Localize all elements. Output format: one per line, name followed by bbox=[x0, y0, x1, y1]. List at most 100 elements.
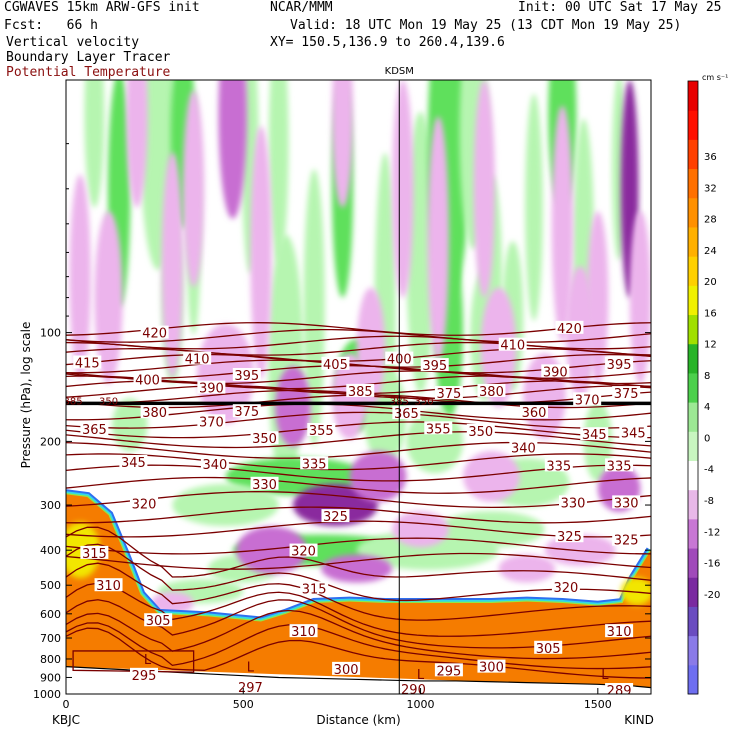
colorbar-tick-label: 24 bbox=[704, 246, 717, 257]
w-negative-cell bbox=[94, 211, 123, 384]
colorbar-tick-label: -4 bbox=[704, 465, 714, 476]
w-positive-cell bbox=[112, 398, 148, 452]
theta-label: 400 bbox=[135, 374, 160, 389]
header-field-tracer: Boundary Layer Tracer bbox=[6, 50, 171, 65]
endpoint-left-label: KBJC bbox=[52, 713, 80, 727]
theta-contour bbox=[66, 552, 651, 570]
theta-label-box bbox=[420, 358, 449, 372]
theta-label: 370 bbox=[575, 393, 600, 408]
header-field-theta: Potential Temperature bbox=[6, 65, 171, 80]
theta-label-box bbox=[250, 476, 279, 490]
theta-label: 340 bbox=[511, 442, 536, 457]
theta-label-box bbox=[605, 458, 634, 472]
x-tick-label: 500 bbox=[233, 698, 254, 711]
theta-contour bbox=[66, 335, 651, 350]
theta-label-box bbox=[307, 423, 336, 437]
theta-contour bbox=[66, 506, 651, 524]
colorbar-tick-label: 4 bbox=[704, 402, 710, 413]
theta-label: 370 bbox=[199, 415, 224, 430]
colorbar-swatch bbox=[688, 226, 698, 257]
theta-label: 360 bbox=[522, 406, 547, 421]
theta-label-box bbox=[200, 457, 229, 471]
y-tick-label: 1000 bbox=[33, 688, 61, 701]
theta-label-box bbox=[300, 456, 329, 470]
theta-label-box bbox=[612, 386, 641, 400]
colorbar-swatch bbox=[688, 518, 698, 549]
w-positive-cell bbox=[303, 169, 325, 446]
y-tick-label: 300 bbox=[40, 499, 61, 512]
header-field-w: Vertical velocity bbox=[6, 35, 140, 50]
tropopause-label: 350 bbox=[99, 396, 118, 407]
theta-label-box bbox=[289, 543, 318, 557]
theta-label: 297 bbox=[238, 681, 263, 696]
w-negative-cell bbox=[331, 80, 354, 208]
w-negative-cell bbox=[498, 554, 556, 583]
theta-label-box bbox=[119, 454, 148, 468]
theta-contour bbox=[66, 622, 651, 670]
theta-label: 365 bbox=[82, 423, 107, 438]
w-positive-cell bbox=[406, 111, 435, 394]
w-negative-cell bbox=[392, 80, 414, 298]
theta-label-box bbox=[332, 661, 361, 675]
pbl-tracer-max bbox=[620, 577, 651, 606]
theta-label: 315 bbox=[302, 582, 327, 597]
y-tick-label: 700 bbox=[40, 632, 61, 645]
theta-contour bbox=[66, 421, 651, 439]
theta-contour bbox=[66, 520, 651, 538]
theta-label-box bbox=[346, 383, 375, 397]
theta-contour bbox=[66, 370, 651, 385]
theta-label-box bbox=[144, 613, 173, 627]
low-center-label: L bbox=[247, 661, 255, 676]
theta-label-box bbox=[520, 405, 548, 419]
x-tick-label: 1500 bbox=[584, 698, 612, 711]
theta-label: 290 bbox=[401, 683, 426, 698]
theta-label: 350 bbox=[252, 432, 277, 447]
theta-label: 365 bbox=[394, 407, 419, 422]
theta-label: 300 bbox=[334, 663, 359, 678]
colorbar-tick-label: 36 bbox=[704, 152, 717, 163]
w-negative-cell bbox=[250, 126, 272, 379]
theta-contour bbox=[66, 328, 651, 343]
theta-label-box bbox=[289, 624, 318, 638]
theta-label: 289 bbox=[607, 684, 632, 699]
theta-label: 375 bbox=[436, 387, 461, 402]
theta-contour bbox=[66, 476, 651, 494]
theta-label: 305 bbox=[146, 614, 171, 629]
theta-label: 420 bbox=[557, 322, 582, 337]
colorbar-tick-label: 16 bbox=[704, 308, 717, 319]
w-negative-cell bbox=[473, 80, 496, 298]
tropopause-label: 350 bbox=[415, 396, 434, 407]
theta-contour bbox=[66, 491, 651, 509]
w-negative-cell bbox=[349, 451, 407, 502]
theta-label: 415 bbox=[75, 357, 100, 372]
y-tick-label: 500 bbox=[40, 579, 61, 592]
theta-label: 375 bbox=[614, 387, 639, 402]
colorbar-tick-label: -12 bbox=[704, 527, 720, 538]
terrain bbox=[66, 666, 651, 694]
w-negative-cell bbox=[218, 80, 247, 219]
y-tick-label: 100 bbox=[40, 327, 61, 340]
header-valid-time: Valid: 18 UTC Mon 19 May 25 (13 CDT Mon … bbox=[290, 18, 682, 33]
theta-contour bbox=[66, 526, 651, 581]
theta-label: 395 bbox=[234, 369, 259, 384]
colorbar-frame bbox=[687, 80, 699, 695]
w-negative-cell bbox=[69, 174, 91, 379]
theta-label-box bbox=[551, 579, 580, 593]
colorbar-swatch bbox=[688, 343, 698, 374]
theta-label: 340 bbox=[202, 458, 227, 473]
theta-label: 320 bbox=[291, 545, 316, 560]
theta-label-box bbox=[434, 386, 463, 400]
theta-label: 335 bbox=[607, 459, 632, 474]
colorbar-swatch bbox=[688, 489, 698, 520]
w-negative-cell bbox=[126, 80, 148, 208]
theta-label-box bbox=[80, 422, 109, 436]
theta-contour bbox=[66, 562, 651, 621]
colorbar-swatch bbox=[688, 197, 698, 228]
theta-label-box bbox=[197, 380, 226, 394]
colorbar-swatch bbox=[688, 460, 698, 491]
theta-label-box bbox=[541, 364, 570, 378]
theta-label-box bbox=[130, 496, 158, 510]
theta-label: 390 bbox=[543, 365, 568, 380]
colorbar-swatch bbox=[688, 139, 698, 170]
